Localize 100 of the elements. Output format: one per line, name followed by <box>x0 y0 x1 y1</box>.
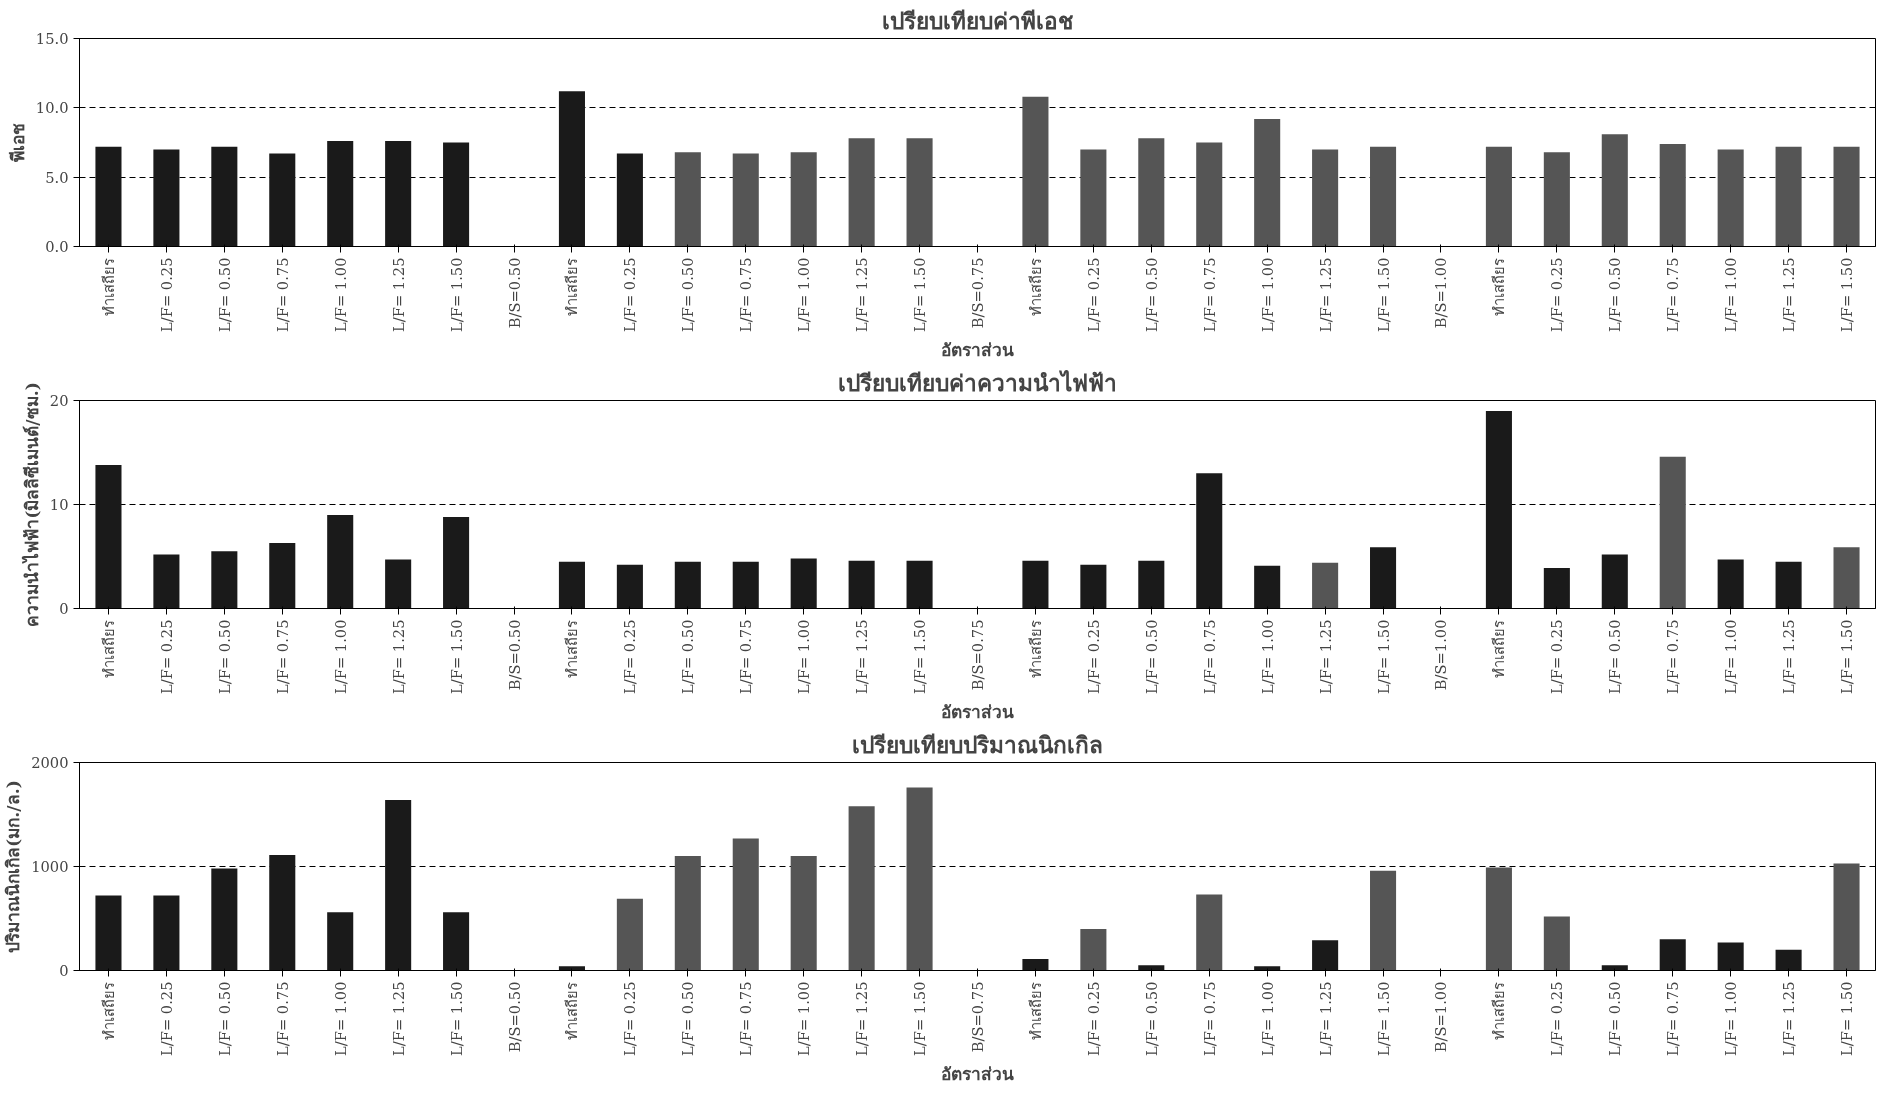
x-tick-label: L/F= 0.50 <box>215 257 233 332</box>
bar <box>269 153 296 247</box>
x-tick-label: L/F= 1.25 <box>1316 981 1334 1056</box>
x-tick-label: L/F= 0.50 <box>1142 981 1160 1056</box>
x-axis-title: อัตราส่วน <box>941 339 1014 360</box>
x-tick-label: L/F= 1.25 <box>853 619 871 694</box>
y-tick-label: 2000 <box>31 754 69 771</box>
x-tick-label: L/F= 0.25 <box>157 257 175 332</box>
x-tick-label: L/F= 0.25 <box>157 619 175 694</box>
bar <box>790 152 817 247</box>
bar <box>558 91 585 247</box>
x-tick-label: ทำเสถียร <box>99 619 117 678</box>
x-tick-label: L/F= 1.25 <box>1316 257 1334 332</box>
x-tick-label: L/F= 0.50 <box>215 619 233 694</box>
bar <box>1196 894 1223 971</box>
bar <box>1022 959 1049 971</box>
bar <box>732 153 759 247</box>
x-tick-label: B/S=0.50 <box>505 981 523 1053</box>
bar <box>790 856 817 971</box>
bar <box>1370 870 1397 971</box>
bar <box>1833 146 1860 247</box>
bar <box>153 554 180 609</box>
chart-title: เปรียบเทียบค่าความนำไฟฟ้า <box>838 368 1117 396</box>
x-tick-label: L/F= 1.00 <box>795 257 813 332</box>
y-tick-label: 20 <box>49 392 69 409</box>
x-tick-label: ทำเสถียร <box>1026 981 1044 1040</box>
x-tick-label: L/F= 1.25 <box>1316 619 1334 694</box>
x-tick-label: L/F= 1.25 <box>389 619 407 694</box>
x-tick-label: L/F= 0.25 <box>1084 981 1102 1056</box>
bar <box>558 966 585 971</box>
x-axis-title: อัตราส่วน <box>941 1063 1014 1084</box>
x-tick-label: L/F= 1.50 <box>447 981 465 1056</box>
x-tick-label: L/F= 0.75 <box>737 981 755 1056</box>
bar <box>616 898 643 971</box>
x-tick-label: B/S=0.75 <box>969 257 986 329</box>
x-tick-label: L/F= 0.75 <box>1200 619 1218 694</box>
bar <box>95 464 122 609</box>
x-tick-label: L/F= 0.50 <box>679 257 697 332</box>
x-tick-label: L/F= 0.50 <box>1606 981 1624 1056</box>
bar <box>269 542 296 609</box>
bar <box>1080 928 1107 971</box>
x-tick-label: L/F= 1.50 <box>1838 257 1856 332</box>
bar <box>674 152 701 247</box>
bar <box>1833 547 1860 609</box>
bar <box>269 855 296 971</box>
bar <box>1775 949 1802 971</box>
x-tick-label: L/F= 0.75 <box>1664 257 1682 332</box>
bar <box>1312 149 1339 247</box>
x-tick-label: B/S=0.75 <box>969 981 986 1053</box>
x-tick-label: L/F= 1.00 <box>795 981 813 1056</box>
x-tick-label: L/F= 0.50 <box>679 981 697 1056</box>
x-tick-label: ทำเสถียร <box>1026 257 1044 316</box>
x-tick-label: L/F= 0.75 <box>273 619 291 694</box>
bar <box>443 516 470 609</box>
bar <box>1312 562 1339 609</box>
bar <box>1254 565 1281 609</box>
bar <box>1601 134 1628 247</box>
bar <box>1312 940 1339 971</box>
chart-title: เปรียบเทียบค่าพีเอช <box>882 7 1073 34</box>
x-tick-label: B/S=1.00 <box>1432 619 1450 691</box>
bar <box>616 564 643 609</box>
bar <box>1254 118 1281 247</box>
bar <box>1254 966 1281 971</box>
x-tick-label: L/F= 1.25 <box>853 257 871 332</box>
bar <box>1775 146 1802 247</box>
bar <box>1659 143 1686 247</box>
bar <box>1138 965 1165 971</box>
x-tick-label: L/F= 1.00 <box>331 619 349 694</box>
bar <box>211 146 238 247</box>
x-tick-label: L/F= 1.50 <box>1838 981 1856 1056</box>
y-tick-label: 5.0 <box>45 168 69 186</box>
x-tick-label: L/F= 0.50 <box>1606 257 1624 332</box>
x-tick-label: L/F= 0.50 <box>1142 619 1160 694</box>
bar <box>848 806 875 971</box>
x-tick-label: L/F= 1.00 <box>1258 257 1276 332</box>
x-tick-label: L/F= 0.50 <box>1142 257 1160 332</box>
bar <box>1370 146 1397 247</box>
bar <box>211 868 238 971</box>
x-tick-label: L/F= 0.75 <box>1200 981 1218 1056</box>
y-tick-label: 0 <box>59 962 69 979</box>
x-tick-label: L/F= 1.25 <box>1780 257 1798 332</box>
bar <box>1080 564 1107 609</box>
bar <box>674 561 701 609</box>
bar <box>385 141 412 247</box>
bar <box>558 561 585 609</box>
x-tick-label: L/F= 1.50 <box>1374 257 1392 332</box>
x-tick-label: L/F= 0.25 <box>1548 257 1566 332</box>
bar <box>1543 567 1570 609</box>
x-tick-label: ทำเสถียร <box>563 619 581 678</box>
bar <box>1485 410 1512 609</box>
bar <box>1370 547 1397 609</box>
x-tick-label: L/F= 0.25 <box>621 257 639 332</box>
x-tick-label: L/F= 1.00 <box>331 981 349 1056</box>
bar <box>1601 554 1628 609</box>
x-tick-label: B/S=0.50 <box>505 257 523 329</box>
x-tick-label: L/F= 0.75 <box>1200 257 1218 332</box>
bar <box>1022 96 1049 247</box>
y-tick-label: 1000 <box>31 858 69 875</box>
y-tick-label: 15.0 <box>35 30 69 47</box>
bar <box>95 146 122 247</box>
